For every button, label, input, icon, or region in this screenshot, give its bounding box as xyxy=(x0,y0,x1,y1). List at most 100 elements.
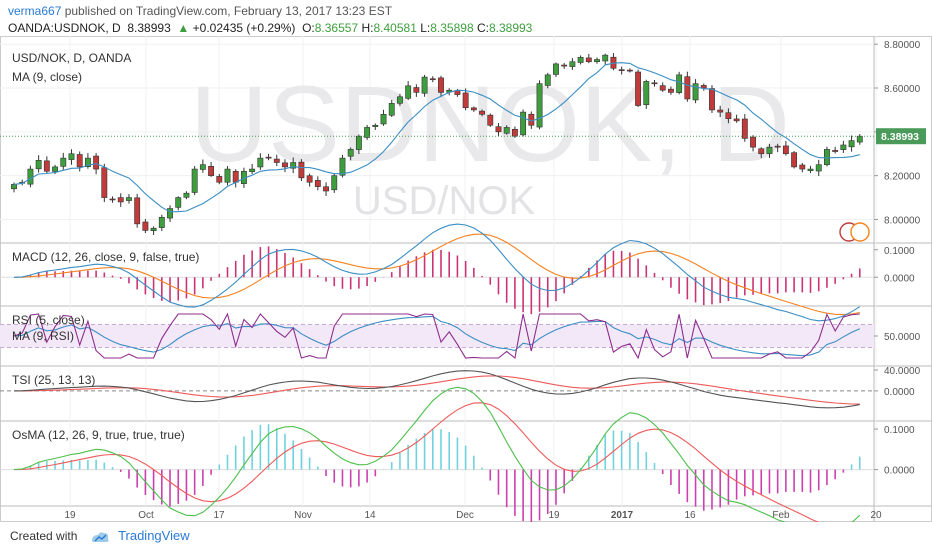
tsi-signal-line xyxy=(14,375,860,405)
close-value: 8.38993 xyxy=(488,21,533,35)
candle-body xyxy=(339,157,346,176)
last-price-tag xyxy=(876,128,926,145)
macd-signal-line xyxy=(13,233,860,316)
candle-body xyxy=(405,85,412,99)
candle-body xyxy=(257,157,264,168)
candle-body xyxy=(799,164,806,170)
candle-body xyxy=(544,74,551,86)
tsi-axis-label: 40.0000 xyxy=(884,366,921,377)
candle-body xyxy=(503,127,510,134)
rsi-ma-line xyxy=(13,315,861,357)
candle-body xyxy=(487,114,494,126)
high-value: 8.40581 xyxy=(373,21,417,35)
symbol-label: OANDA:USDNOK, D xyxy=(8,21,121,35)
candle-body xyxy=(306,175,313,183)
candle-body xyxy=(725,112,732,119)
rsi-axis-label: 50.0000 xyxy=(884,332,921,343)
candle-body xyxy=(355,135,362,150)
candle-body xyxy=(298,161,305,179)
last-price: 8.38993 xyxy=(127,21,171,35)
candle-body xyxy=(585,57,592,63)
candle-body xyxy=(142,221,149,231)
author-link[interactable]: verma667 xyxy=(8,4,62,18)
candle-body xyxy=(323,186,329,192)
candle-body xyxy=(824,149,830,166)
candle-body xyxy=(700,85,707,89)
macd-axis-label: 0.0000 xyxy=(884,273,915,284)
candle-body xyxy=(635,71,642,106)
osma-pane-title: OsMA (12, 26, 9, true, true, true) xyxy=(12,428,185,442)
candle-body xyxy=(35,160,42,170)
osma-axis-label: 0.1000 xyxy=(884,425,915,436)
candle-body xyxy=(782,145,789,155)
x-tick-label: Oct xyxy=(138,510,154,521)
candle-body xyxy=(208,165,215,176)
candle-body xyxy=(290,162,297,169)
ma-indicator-label: MA (9, close) xyxy=(12,70,82,84)
macd-line xyxy=(13,223,861,322)
chart-header: verma667 published on TradingView.com, F… xyxy=(0,0,932,40)
open-label: O: xyxy=(302,21,315,35)
candle-body xyxy=(372,124,379,127)
candle-body xyxy=(569,61,576,67)
x-tick-label: Nov xyxy=(294,510,312,521)
candle-body xyxy=(191,168,198,193)
x-tick-label: 20 xyxy=(870,510,882,521)
candle-body xyxy=(741,118,748,139)
ma-line xyxy=(13,62,860,213)
price-axis-label: 8.00000 xyxy=(884,215,921,226)
candle-body xyxy=(659,85,666,91)
low-value: 8.35898 xyxy=(430,21,474,35)
candle-body xyxy=(183,192,190,198)
open-value: 8.36557 xyxy=(314,21,359,35)
x-tick-label: 19 xyxy=(548,510,560,521)
tradingview-brand[interactable]: TradingView xyxy=(118,528,190,543)
quote-line: OANDA:USDNOK, D 8.38993 ▲ +0.02435 (+0.2… xyxy=(8,21,532,35)
candle-body xyxy=(651,82,658,85)
candle-body xyxy=(807,168,814,171)
candle-body xyxy=(840,144,847,150)
candle-body xyxy=(347,149,354,157)
symbol-watermark-small: USD/NOK xyxy=(353,179,536,223)
candle-body xyxy=(618,69,625,71)
candle-body xyxy=(429,78,436,81)
tsi-pane-title: TSI (25, 13, 13) xyxy=(12,373,95,387)
close-label: C: xyxy=(476,21,489,35)
candle-body xyxy=(76,154,83,168)
candle-body xyxy=(462,92,469,109)
chart-area[interactable]: 19 Oct 17 Nov 14 Dec 19 2017 16 Feb 20 8.80000 8.600… xyxy=(0,36,932,522)
candle-body xyxy=(520,111,527,136)
publish-line: verma667 published on TradingView.com, F… xyxy=(8,4,392,18)
price-axis-label: 8.80000 xyxy=(884,40,921,51)
candle-body xyxy=(421,76,428,94)
candle-body xyxy=(265,156,272,159)
footer: Created with TradingView xyxy=(0,522,932,550)
high-label: H: xyxy=(361,21,374,35)
candle-body xyxy=(380,114,387,125)
candle-body xyxy=(856,135,863,143)
candle-body xyxy=(397,96,403,104)
candle-body xyxy=(331,175,338,191)
candle-body xyxy=(495,126,502,133)
no-flag-event-icon xyxy=(850,222,870,242)
candle-body xyxy=(43,160,50,172)
published-text: published on TradingView.com, February 1… xyxy=(61,4,393,18)
candle-body xyxy=(602,54,609,62)
candle-body xyxy=(11,184,17,190)
candle-body xyxy=(101,167,108,198)
change-value: +0.02435 (+0.29%) xyxy=(192,21,296,35)
candle-body xyxy=(832,150,839,152)
candle-body xyxy=(224,168,231,183)
candle-body xyxy=(314,180,321,187)
candle-body xyxy=(815,164,822,172)
tsi-axis-label: 0.0000 xyxy=(884,387,915,398)
osma-macd-line xyxy=(13,386,861,522)
candle-body xyxy=(199,164,206,170)
candle-body xyxy=(84,157,91,168)
created-with-text: Created with xyxy=(10,529,78,543)
candle-body xyxy=(667,88,674,93)
candle-body xyxy=(626,69,633,72)
x-tick-label: 16 xyxy=(684,510,696,521)
candle-body xyxy=(134,197,141,225)
change-arrow-icon: ▲ xyxy=(177,21,190,35)
